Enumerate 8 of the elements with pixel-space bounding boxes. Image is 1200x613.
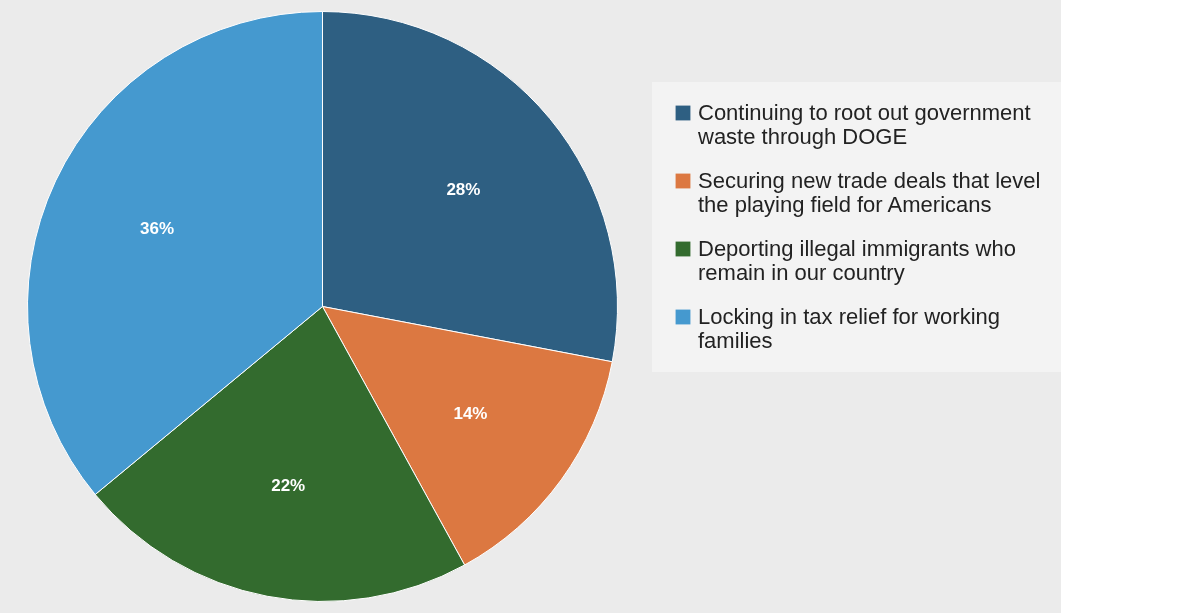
data-label: 36%: [139, 218, 175, 238]
legend-label: Securing new trade deals that level the playing field for Americans: [698, 168, 1041, 217]
data-label: 28%: [446, 179, 481, 199]
data-label: 14%: [453, 404, 488, 424]
data-label: 22%: [271, 476, 306, 496]
legend-label: Deporting illegal immigrants who remain in our country: [698, 236, 1016, 285]
legend-label: Continuing to root out government waste through DOGE: [697, 100, 1031, 149]
legend-label: Locking in tax relief for working families: [698, 304, 1001, 353]
